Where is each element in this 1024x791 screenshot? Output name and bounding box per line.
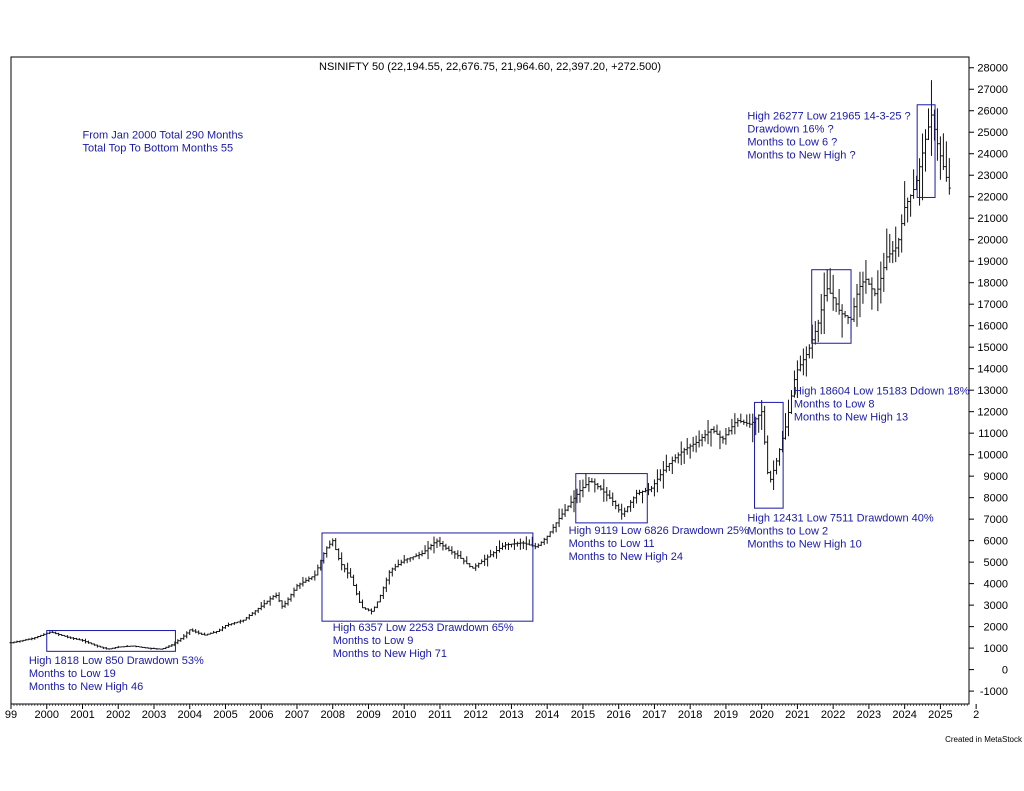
y-tick-label: 12000 xyxy=(977,407,1008,419)
y-tick-label: 25000 xyxy=(977,127,1008,139)
x-tick-label: 2019 xyxy=(714,709,738,721)
x-tick-label: 2004 xyxy=(177,709,201,721)
x-tick-label: 2008 xyxy=(320,709,344,721)
annotation-line: Months to Low 19 xyxy=(29,668,116,680)
annotation-line: Months to Low 2 xyxy=(747,525,828,537)
annotation-line: Drawdown 16% ? xyxy=(747,123,833,135)
annotation-line: High 12431 Low 7511 Drawdown 40% xyxy=(747,512,934,524)
drawdown-box xyxy=(754,401,784,509)
plot-frame xyxy=(10,56,970,705)
annotation-line: Months to Low 6 ? xyxy=(747,136,837,148)
drawdown-boxes xyxy=(46,104,936,652)
y-tick-label: 11000 xyxy=(978,428,1008,440)
x-tick-label: 2016 xyxy=(606,709,630,721)
x-tick-label: 2021 xyxy=(785,709,809,721)
x-tick-label: 2005 xyxy=(213,709,237,721)
annotation-line: Months to Low 8 xyxy=(794,398,875,410)
y-tick-label: 9000 xyxy=(984,471,1008,483)
price-bars xyxy=(9,80,951,650)
x-tick-label: 2022 xyxy=(821,709,845,721)
y-tick-label: 16000 xyxy=(977,321,1008,333)
annotation-line: High 18604 Low 15183 Ddown 18% xyxy=(794,385,970,397)
y-tick-label: 24000 xyxy=(977,149,1008,161)
x-tick-label: 2001 xyxy=(70,709,94,721)
y-tick-label: 3000 xyxy=(984,600,1008,612)
drawdown-box xyxy=(575,473,648,524)
annotation-line: High 9119 Low 6826 Drawdown 25% xyxy=(569,525,749,537)
annotation-line: Total Top To Bottom Months 55 xyxy=(82,143,233,155)
drawdown-box xyxy=(321,532,534,622)
x-tick-label: 2006 xyxy=(249,709,273,721)
x-tick-label: 2023 xyxy=(857,709,881,721)
y-tick-label: 23000 xyxy=(977,170,1008,182)
y-tick-label: 6000 xyxy=(984,536,1008,548)
annotation-line: From Jan 2000 Total 290 Months xyxy=(82,130,243,142)
drawdown-box xyxy=(46,630,176,652)
annotation-line: High 26277 Low 21965 14-3-25 ? xyxy=(747,110,910,122)
y-tick-label: 15000 xyxy=(977,342,1008,354)
x-tick-label: 2003 xyxy=(142,709,166,721)
x-axis: 99 2000 2001 2002 2003 2004 2005 2006 2007 2008 20… xyxy=(5,704,979,721)
x-tick-label: 2024 xyxy=(892,709,916,721)
x-tick-label: 2020 xyxy=(749,709,773,721)
annotation-line: Months to New High 10 xyxy=(747,538,861,550)
x-tick-label: 2018 xyxy=(678,709,702,721)
x-tick-label: 2007 xyxy=(285,709,309,721)
x-tick-label: 2002 xyxy=(106,709,130,721)
annotation-line: High 1818 Low 850 Drawdown 53% xyxy=(29,655,204,667)
x-tick-label: 2013 xyxy=(499,709,523,721)
y-tick-label: 21000 xyxy=(977,213,1008,225)
x-tick-label: 2025 xyxy=(928,709,952,721)
y-tick-label: 5000 xyxy=(984,557,1008,569)
y-tick-label: -1000 xyxy=(980,686,1008,698)
annotation-line: Months to Low 9 xyxy=(333,635,414,647)
y-tick-label: 0 xyxy=(1002,665,1008,677)
y-tick-label: 22000 xyxy=(977,192,1008,204)
x-tick-label: 2000 xyxy=(35,709,59,721)
metastock-credit: Created in MetaStock xyxy=(945,735,1023,744)
y-tick-label: 26000 xyxy=(977,106,1008,118)
annotation-line: Months to New High 13 xyxy=(794,411,908,423)
x-tick-label: 2014 xyxy=(535,709,559,721)
y-tick-label: 19000 xyxy=(977,256,1008,268)
annotation-line: Months to Low 11 xyxy=(569,538,655,550)
x-tick-label: 2015 xyxy=(571,709,595,721)
annotation-line: Months to New High 24 xyxy=(569,551,683,563)
y-axis: 28000 27000 26000 25000 24000 23000 22000 21000… xyxy=(969,63,1008,698)
annotation-line: Months to New High 46 xyxy=(29,681,143,693)
y-tick-label: 17000 xyxy=(977,299,1008,311)
y-tick-label: 20000 xyxy=(977,235,1008,247)
annotation-line: Months to New High ? xyxy=(747,149,855,161)
annotation-line: Months to New High 71 xyxy=(333,648,447,660)
y-tick-label: 10000 xyxy=(977,450,1008,462)
x-tick-label: 2011 xyxy=(428,709,452,721)
x-tick-label: 2012 xyxy=(463,709,487,721)
y-tick-label: 4000 xyxy=(984,579,1008,591)
x-tick-label: 2 xyxy=(973,709,979,721)
x-tick-label: 2010 xyxy=(392,709,416,721)
x-tick-label: 2009 xyxy=(356,709,380,721)
y-tick-label: 7000 xyxy=(984,514,1008,526)
annotation-line: High 6357 Low 2253 Drawdown 65% xyxy=(333,622,514,634)
x-tick-label: 2017 xyxy=(642,709,666,721)
y-tick-label: 27000 xyxy=(977,84,1008,96)
chart-title: NSINIFTY 50 (22,194.55, 22,676.75, 21,96… xyxy=(319,61,661,73)
y-tick-label: 1000 xyxy=(984,643,1008,655)
x-tick-label: 99 xyxy=(5,709,17,721)
y-tick-label: 2000 xyxy=(984,622,1008,634)
y-tick-label: 13000 xyxy=(977,385,1008,397)
drawdown-box xyxy=(811,269,852,344)
drawdown-box xyxy=(916,104,936,198)
y-tick-label: 18000 xyxy=(977,278,1008,290)
y-tick-label: 8000 xyxy=(984,493,1008,505)
y-tick-label: 28000 xyxy=(977,63,1008,75)
y-tick-label: 14000 xyxy=(977,364,1008,376)
